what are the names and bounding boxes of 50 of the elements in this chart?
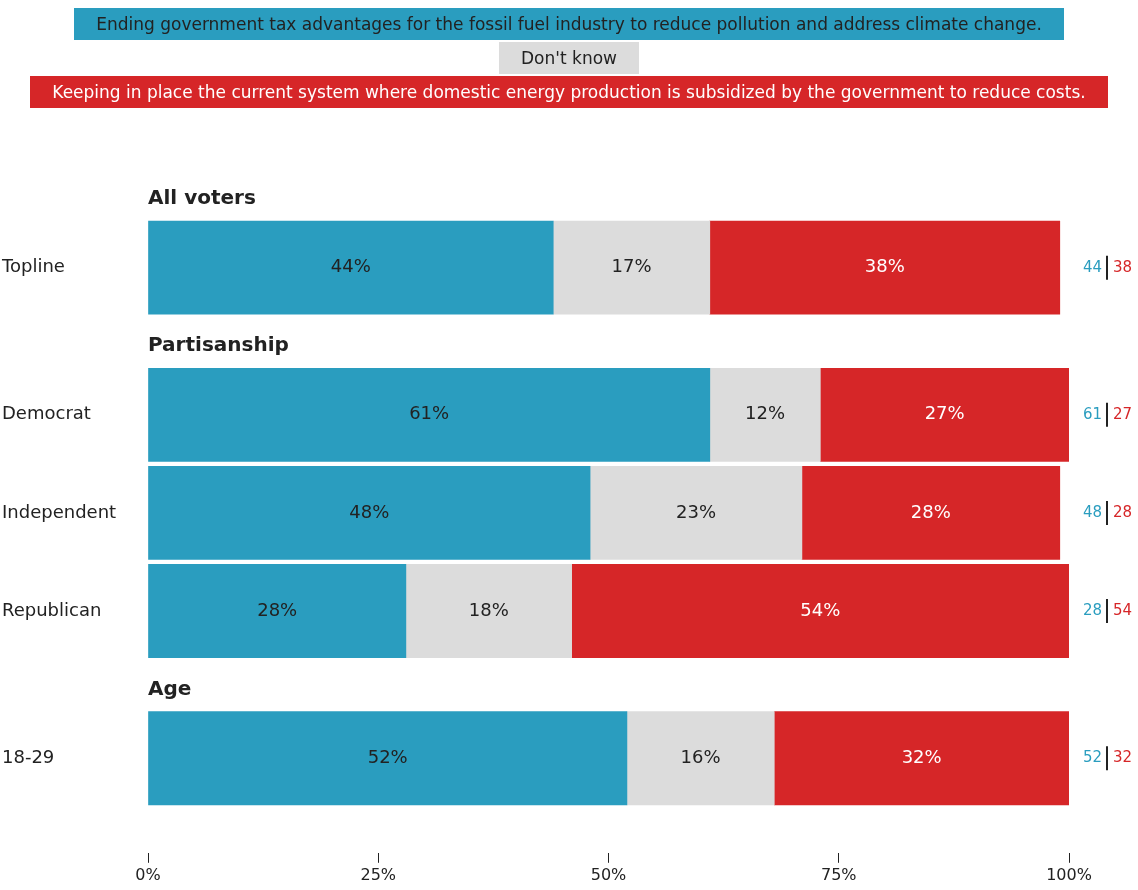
y-tick-label: Democrat [2, 402, 91, 424]
y-tick-label: Republican [2, 598, 102, 620]
data-label: 54% [800, 598, 841, 620]
bar [148, 711, 628, 806]
bar [552, 220, 711, 315]
bar [773, 711, 1069, 806]
text: Ending government tax advantages for the fossil fuel industry to reduce pollution and address climate change. [74, 8, 1064, 40]
bar [148, 466, 591, 560]
text: 44 [1082, 257, 1102, 276]
text: 38 [1113, 257, 1133, 276]
data-label: 16% [680, 745, 721, 767]
data-label: 28% [910, 500, 951, 522]
annotation: Age [148, 675, 192, 700]
y-tick-label: Topline [1, 255, 65, 277]
x-tick-label: 25% [360, 864, 397, 884]
data-label: 23% [675, 500, 716, 522]
text: 28 [1082, 600, 1102, 619]
data-label: 28% [257, 598, 298, 620]
bar [801, 466, 1061, 560]
text: 52 [1082, 748, 1102, 767]
y-tick-label: 18-29 [2, 745, 55, 767]
x-tick-label: 50% [590, 864, 627, 884]
bar [148, 220, 554, 315]
x-tick-label: 0% [135, 864, 161, 884]
data-label: 32% [901, 745, 942, 767]
data-label: 18% [468, 598, 509, 620]
text: Don't know [499, 42, 639, 74]
text: 48 [1082, 502, 1102, 521]
y-tick-label: Independent [2, 500, 117, 522]
x-tick-label: 100% [1046, 864, 1092, 884]
data-label: 27% [924, 402, 965, 424]
bar [709, 220, 1061, 315]
text: 28 [1113, 502, 1133, 521]
data-label: 17% [611, 255, 652, 277]
data-label: 38% [864, 255, 905, 277]
text: 32 [1113, 748, 1133, 767]
text: 61 [1082, 404, 1102, 423]
bar [589, 466, 803, 560]
data-label: 48% [349, 500, 390, 522]
bar [626, 711, 775, 806]
data-label: 12% [745, 402, 786, 424]
text: 54 [1113, 600, 1133, 619]
data-label: 61% [409, 402, 450, 424]
text: 27 [1113, 404, 1133, 423]
x-tick-label: 75% [820, 864, 857, 884]
annotation: Partisanship [148, 332, 289, 357]
text: All voters [148, 185, 256, 210]
data-label: 52% [367, 745, 408, 767]
text: Keeping in place the current system where domestic energy production is subsidized by the government to reduce costs. [30, 76, 1108, 108]
data-label: 44% [330, 255, 371, 277]
